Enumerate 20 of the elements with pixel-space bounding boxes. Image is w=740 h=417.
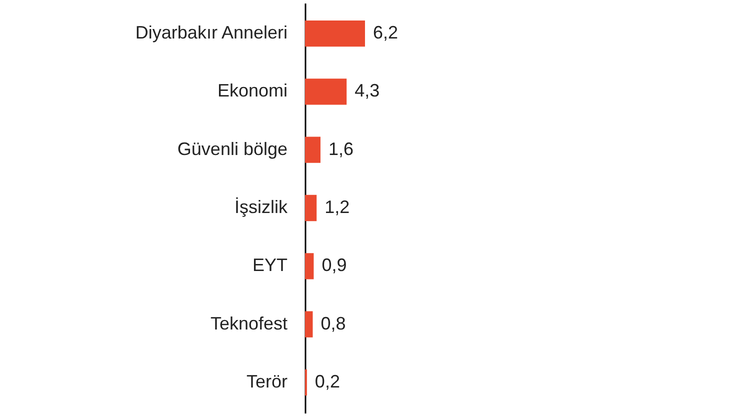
data-label: 0,9 [322, 255, 347, 276]
y-tick-label: EYT [252, 255, 288, 276]
y-tick-label: Teknofest [210, 313, 288, 334]
data-label: 1,2 [324, 197, 350, 217]
data-label: 0,8 [320, 313, 346, 334]
y-tick-label: İşsizlik [234, 197, 288, 217]
bar [305, 20, 365, 47]
bar [305, 194, 317, 222]
data-label: 6,2 [373, 22, 398, 43]
data-label: 1,6 [328, 138, 354, 159]
data-label: 4,3 [354, 80, 380, 101]
y-tick-label: Güvenli bölge [177, 138, 288, 159]
bar [305, 253, 314, 280]
bar [305, 311, 313, 338]
bar [305, 78, 347, 105]
y-tick-label: Diyarbakır Anneleri [135, 22, 288, 43]
y-tick-label: Ekonomi [217, 80, 288, 101]
data-label: 0,2 [314, 371, 340, 392]
y-tick-label: Terör [246, 371, 288, 392]
bar [305, 136, 320, 163]
